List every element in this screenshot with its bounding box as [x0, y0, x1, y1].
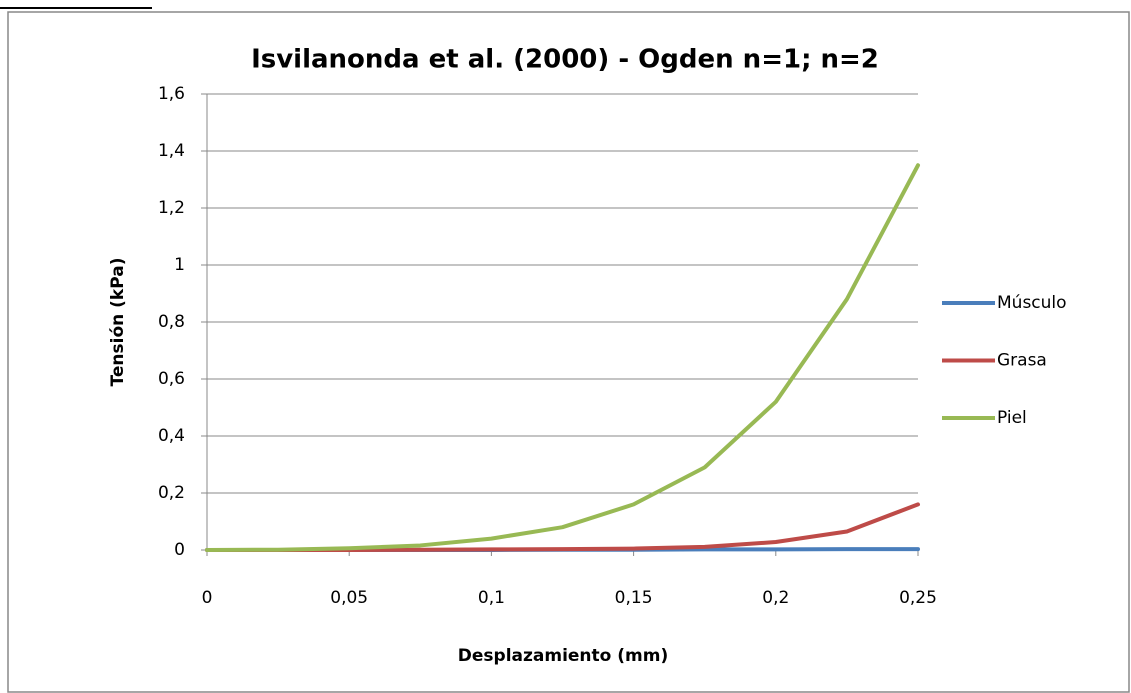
y-tick-label: 1,6	[158, 84, 185, 104]
y-tick-label: 0,2	[158, 483, 185, 503]
x-tick-label: 0,1	[478, 588, 505, 608]
y-tick-label: 0,8	[158, 312, 185, 332]
y-tick-label: 1,2	[158, 198, 185, 218]
x-tick-label: 0,15	[615, 588, 653, 608]
legend-label: Músculo	[997, 293, 1067, 313]
legend-label: Piel	[997, 408, 1027, 428]
y-tick-label: 0	[174, 540, 185, 560]
y-tick-label: 1	[174, 255, 185, 275]
y-tick-label: 1,4	[158, 141, 185, 161]
chart-title: Isvilanonda et al. (2000) - Ogden n=1; n…	[251, 45, 879, 75]
x-tick-label: 0,05	[330, 588, 368, 608]
x-axis-label: Desplazamiento (mm)	[458, 646, 668, 666]
legend-label: Grasa	[997, 351, 1047, 371]
y-tick-label: 0,6	[158, 369, 185, 389]
x-tick-label: 0	[202, 588, 213, 608]
y-axis-label: Tensión (kPa)	[108, 258, 128, 387]
chart-frame	[7, 11, 1130, 693]
x-tick-label: 0,25	[899, 588, 937, 608]
x-tick-label: 0,2	[762, 588, 789, 608]
y-tick-label: 0,4	[158, 426, 185, 446]
series-line	[205, 163, 920, 552]
